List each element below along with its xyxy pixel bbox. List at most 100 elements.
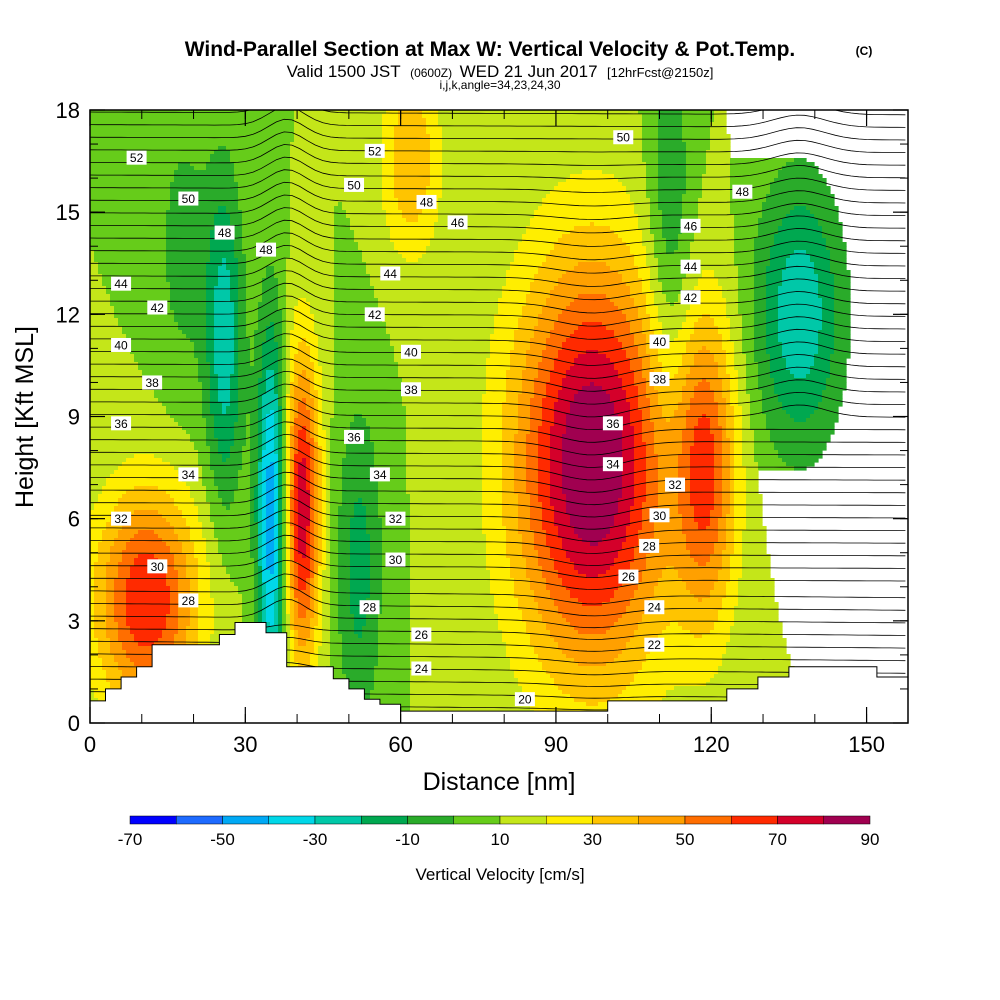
w-cell	[538, 362, 555, 367]
w-cell	[750, 402, 763, 407]
w-cell	[90, 446, 195, 451]
w-cell	[726, 366, 735, 371]
w-cell	[746, 366, 759, 371]
w-cell	[290, 474, 295, 479]
w-cell	[502, 426, 519, 431]
w-cell	[758, 382, 775, 387]
w-cell	[726, 298, 739, 303]
w-cell	[538, 654, 567, 659]
w-cell	[234, 166, 291, 171]
w-cell	[318, 402, 323, 407]
w-cell	[194, 354, 207, 359]
w-cell	[662, 362, 683, 367]
w-cell	[186, 566, 199, 571]
w-cell	[334, 414, 355, 419]
w-cell	[730, 478, 735, 483]
w-cell	[326, 478, 331, 483]
w-cell	[322, 542, 327, 547]
w-cell	[286, 562, 291, 567]
w-cell	[314, 386, 323, 391]
w-cell	[290, 566, 295, 571]
w-cell	[254, 342, 263, 347]
w-cell	[282, 570, 287, 575]
w-cell	[822, 394, 843, 399]
w-cell	[286, 582, 291, 587]
w-cell	[282, 310, 287, 315]
w-cell	[250, 362, 255, 367]
w-cell	[558, 318, 627, 323]
w-cell	[662, 230, 683, 235]
w-cell	[482, 490, 503, 495]
w-cell	[334, 382, 403, 387]
w-cell	[198, 366, 211, 371]
w-cell	[554, 678, 635, 683]
w-cell	[266, 594, 275, 599]
w-cell	[294, 598, 299, 603]
w-cell	[310, 586, 315, 591]
w-cell	[782, 402, 819, 407]
w-cell	[202, 466, 211, 471]
w-cell	[830, 366, 847, 371]
w-cell	[210, 398, 219, 403]
w-cell	[538, 486, 551, 491]
w-cell	[258, 610, 263, 615]
w-cell	[782, 282, 819, 287]
w-cell	[90, 458, 127, 463]
w-cell	[682, 282, 699, 287]
w-cell	[214, 294, 231, 299]
w-cell	[286, 602, 291, 607]
subtitle-date: WED 21 Jun 2017	[460, 62, 598, 81]
w-cell	[822, 234, 843, 239]
w-cell	[298, 302, 311, 307]
w-cell	[610, 526, 627, 531]
w-cell	[646, 450, 655, 455]
w-cell	[290, 638, 295, 643]
w-cell	[294, 118, 383, 123]
w-cell	[342, 666, 375, 671]
w-cell	[362, 630, 379, 635]
w-cell	[190, 622, 199, 627]
w-cell	[262, 342, 279, 347]
w-cell	[434, 226, 527, 231]
w-cell	[214, 426, 235, 431]
w-cell	[718, 278, 739, 283]
w-cell	[218, 378, 231, 383]
w-cell	[294, 114, 383, 119]
w-cell	[278, 286, 287, 291]
w-cell	[738, 582, 775, 587]
w-cell	[526, 562, 539, 567]
w-cell	[290, 246, 335, 251]
w-cell	[394, 158, 431, 163]
w-cell	[658, 142, 687, 147]
w-cell	[786, 262, 815, 267]
w-cell	[690, 590, 711, 595]
w-cell	[502, 402, 519, 407]
w-cell	[618, 586, 639, 591]
w-cell	[730, 502, 735, 507]
w-cell	[634, 382, 647, 387]
w-cell	[398, 362, 487, 367]
w-cell	[330, 470, 343, 475]
w-cell	[570, 366, 615, 371]
w-cell	[690, 370, 719, 375]
w-cell	[714, 622, 735, 627]
w-cell	[258, 550, 263, 555]
w-cell	[766, 326, 779, 331]
w-cell	[630, 506, 643, 511]
w-cell	[258, 530, 263, 535]
w-cell	[98, 270, 167, 275]
w-cell	[298, 298, 307, 303]
w-cell	[754, 262, 771, 267]
w-cell	[230, 294, 239, 299]
w-cell	[318, 546, 323, 551]
w-cell	[646, 298, 655, 303]
w-cell	[730, 206, 763, 211]
w-cell	[722, 382, 731, 387]
w-cell	[258, 514, 263, 519]
w-cell	[298, 638, 307, 643]
w-cell	[170, 302, 207, 307]
w-cell	[570, 694, 619, 699]
w-cell	[254, 574, 259, 579]
w-cell	[654, 250, 667, 255]
w-cell	[642, 370, 655, 375]
